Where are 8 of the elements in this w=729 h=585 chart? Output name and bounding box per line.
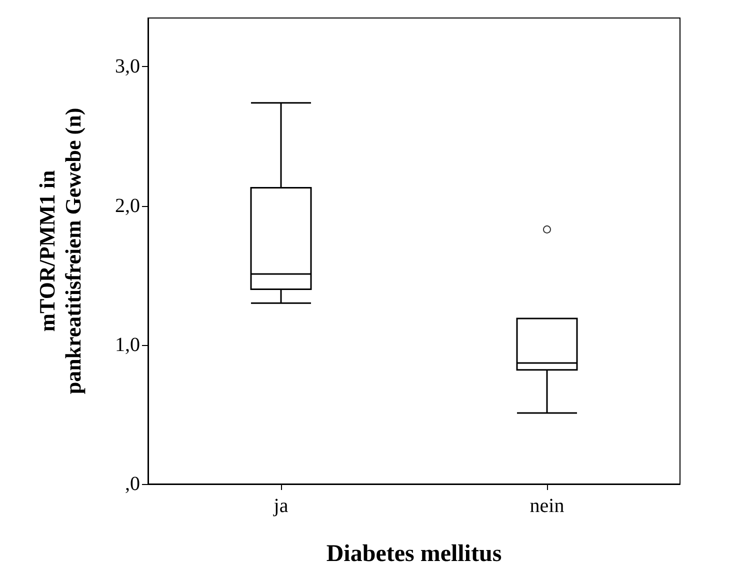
y-tick-label: ,0	[125, 473, 140, 495]
y-tick-label: 3,0	[115, 56, 140, 78]
y-tick-label: 2,0	[115, 194, 140, 217]
x-axis-title: Diabetes mellitus	[326, 541, 502, 567]
x-tick-label: ja	[272, 495, 288, 517]
y-axis-title: mTOR/PMM1 in pankreatitisfreiem Gewebe (n)	[34, 108, 86, 394]
y-tick-label: 1,0	[115, 334, 140, 356]
x-tick-label: nein	[530, 495, 564, 517]
